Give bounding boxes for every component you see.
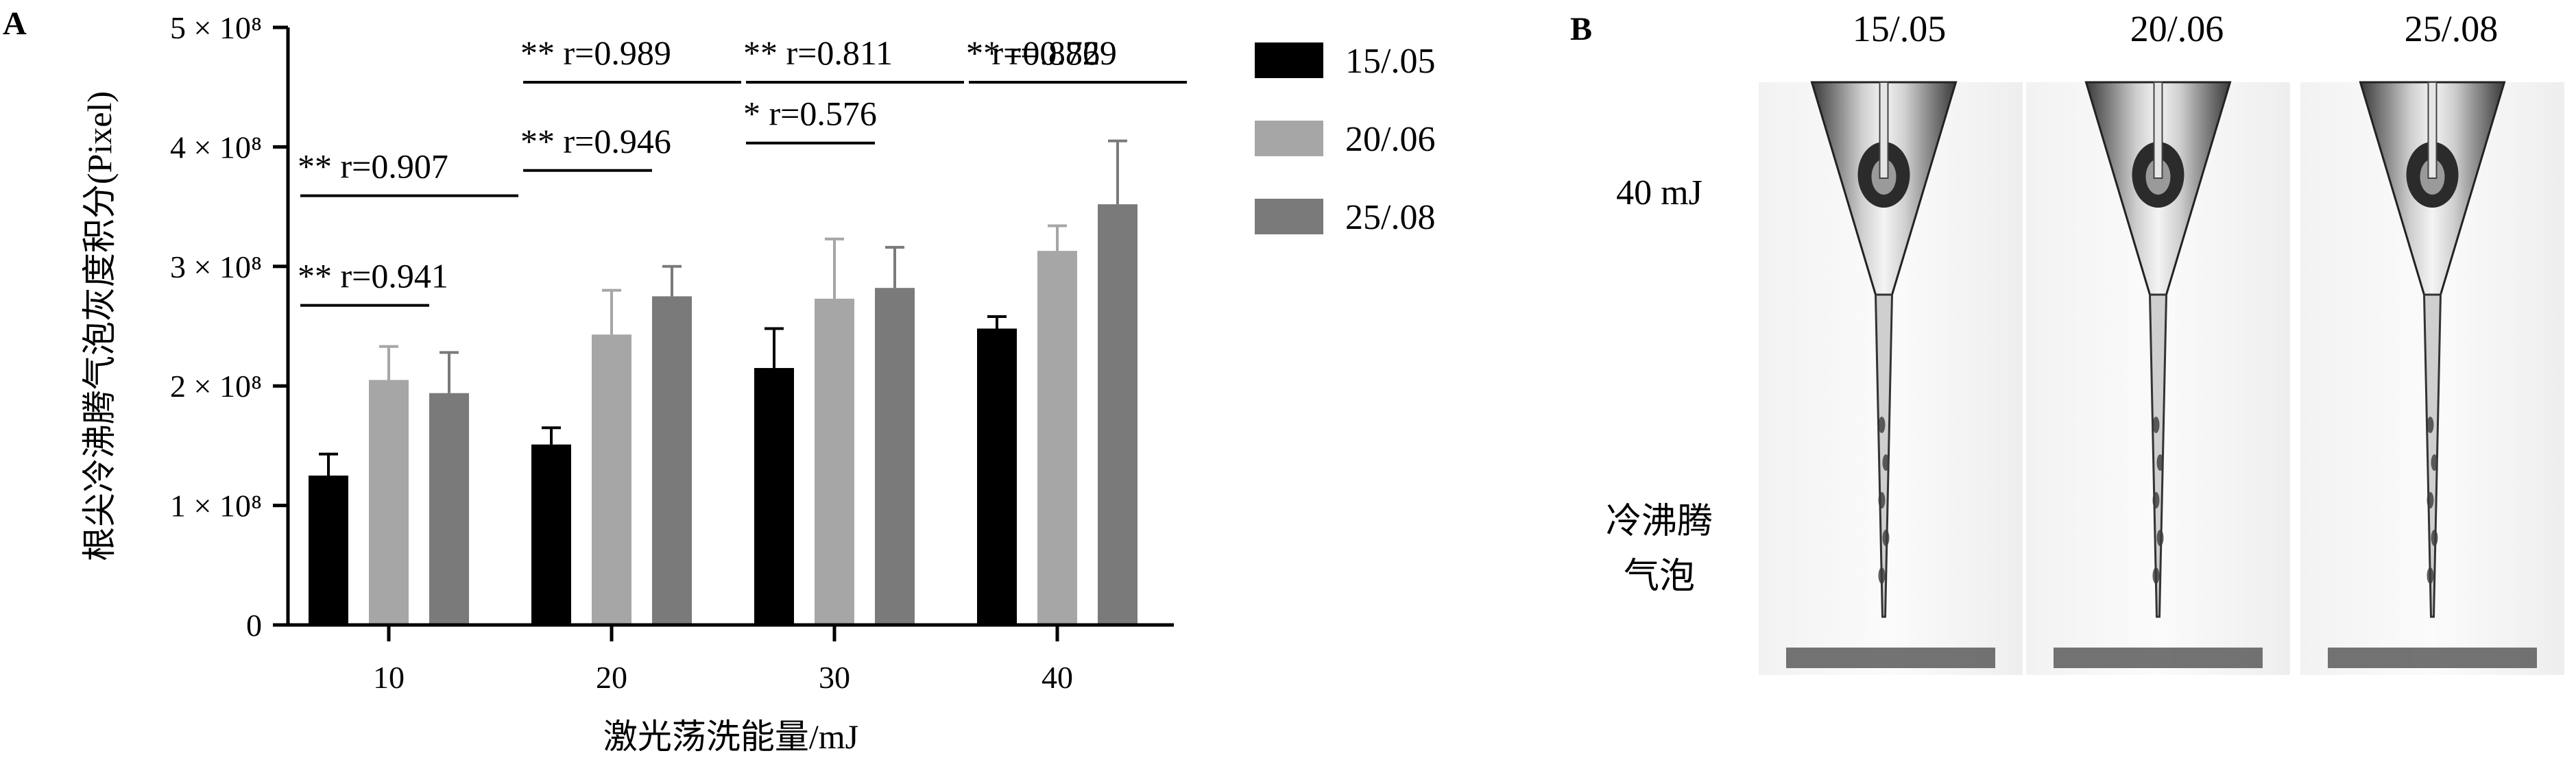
x-tick-label: 30 bbox=[819, 660, 850, 695]
y-tick-label: 2 × 10⁸ bbox=[170, 369, 262, 404]
bar-chart: 0 1 × 10⁸ 2 × 10⁸ 3 × 10⁸ 4 × 10⁸ 5 × 10⁸ ** … bbox=[80, 10, 1435, 756]
x-tick-label: 40 bbox=[1042, 660, 1073, 695]
tip-image bbox=[2300, 81, 2564, 675]
legend-swatch bbox=[1255, 121, 1323, 156]
legend-swatch bbox=[1255, 199, 1323, 234]
x-tick-label: 20 bbox=[596, 660, 627, 695]
panel-label-b: B bbox=[1570, 11, 1592, 47]
significance-label: ** r=0.946 bbox=[520, 122, 671, 160]
legend-label: 15/.05 bbox=[1345, 42, 1435, 81]
bars bbox=[309, 139, 1137, 625]
panel-label-a: A bbox=[3, 5, 27, 42]
tip-image-panel: 15/.05 20/.06 25/.08 40 mJ 冷沸腾 气泡 bbox=[1606, 8, 2564, 675]
bar bbox=[977, 328, 1017, 625]
legend-label: 20/.06 bbox=[1345, 120, 1435, 159]
significance-label: ** r=0.941 bbox=[298, 257, 448, 295]
significance-annotations: ** r=0.941 ** r=0.907 ** r=0.946 ** r=0.989… bbox=[298, 34, 1187, 307]
bar bbox=[815, 298, 854, 625]
y-axis-ticks: 0 1 × 10⁸ 2 × 10⁸ 3 × 10⁸ 4 × 10⁸ 5 × 10⁸ bbox=[170, 10, 288, 643]
y-tick-label: 3 × 10⁸ bbox=[170, 249, 262, 284]
legend-swatch bbox=[1255, 42, 1323, 78]
y-tick-label: 0 bbox=[246, 608, 262, 643]
x-axis-label: 激光荡洗能量/mJ bbox=[603, 717, 858, 756]
tip-image bbox=[1759, 81, 2023, 675]
bar bbox=[1098, 204, 1137, 625]
row-label-energy: 40 mJ bbox=[1616, 173, 1702, 212]
significance-label: * r=0.576 bbox=[743, 95, 877, 133]
column-label: 20/.06 bbox=[2130, 8, 2224, 49]
significance-label: * r=0.882 bbox=[966, 34, 1100, 72]
tip-image bbox=[2026, 81, 2290, 675]
x-axis-ticks: 10 20 30 40 bbox=[373, 625, 1073, 695]
y-tick-label: 1 × 10⁸ bbox=[170, 489, 262, 524]
x-tick-label: 10 bbox=[373, 660, 405, 695]
bar bbox=[1037, 251, 1077, 625]
significance-label: ** r=0.769 bbox=[966, 34, 1117, 72]
y-tick-label: 5 × 10⁸ bbox=[170, 10, 262, 45]
significance-label: ** r=0.989 bbox=[520, 34, 671, 72]
bar bbox=[875, 288, 915, 625]
bar bbox=[531, 444, 571, 625]
legend: 15/.05 20/.06 25/.08 bbox=[1255, 42, 1435, 237]
bar bbox=[592, 334, 631, 625]
significance-label: ** r=0.811 bbox=[743, 34, 893, 72]
column-label: 15/.05 bbox=[1853, 8, 1947, 49]
bar bbox=[754, 368, 794, 625]
bar bbox=[309, 476, 348, 625]
row-label-bubble-line1: 冷沸腾 bbox=[1606, 502, 1713, 541]
column-label: 25/.08 bbox=[2405, 8, 2499, 49]
bar bbox=[652, 296, 692, 625]
significance-label: ** r=0.907 bbox=[298, 147, 448, 186]
y-tick-label: 4 × 10⁸ bbox=[170, 130, 262, 164]
row-label-bubble-line2: 气泡 bbox=[1624, 557, 1695, 596]
y-axis-label: 根尖冷沸腾气泡灰度积分(Pixel) bbox=[80, 91, 119, 561]
legend-label: 25/.08 bbox=[1345, 198, 1435, 237]
bar bbox=[429, 393, 469, 625]
column-labels: 15/.05 20/.06 25/.08 bbox=[1853, 8, 2499, 49]
bar bbox=[369, 380, 409, 625]
tip-images bbox=[1759, 81, 2564, 675]
